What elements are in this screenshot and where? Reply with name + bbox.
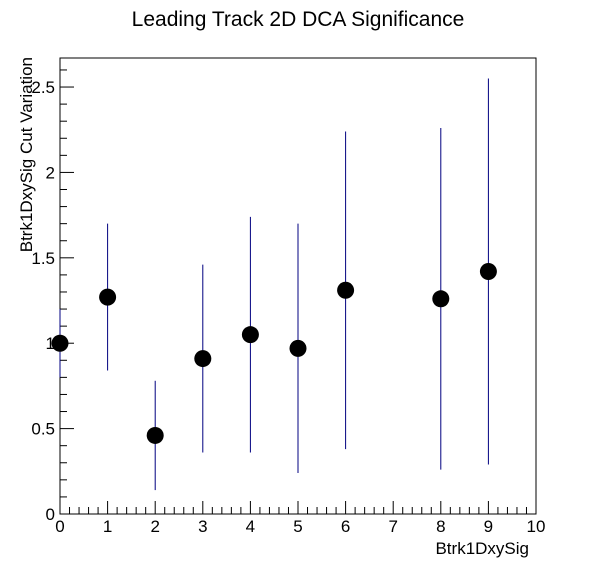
chart-title: Leading Track 2D DCA Significance (132, 8, 465, 31)
data-point (479, 262, 497, 280)
data-point (99, 288, 117, 306)
x-tick-label: 8 (436, 517, 445, 536)
data-point (51, 334, 69, 352)
x-tick-label: 0 (55, 517, 64, 536)
axis-ticks: 0 1 2 3 4 5 6 7 8 9 10 0 0.5 1 1.5 2 2.5 (31, 69, 546, 536)
x-tick-label: 9 (484, 517, 493, 536)
data-point (241, 326, 259, 344)
x-axis-label: Btrk1DxySig (435, 539, 529, 558)
data-point (432, 290, 450, 308)
y-tick-label: 0.5 (31, 420, 55, 439)
x-tick-label: 5 (293, 517, 302, 536)
data-point (289, 339, 307, 357)
x-tick-label: 6 (341, 517, 350, 536)
data-points (51, 262, 497, 444)
y-tick-label: 2 (46, 163, 55, 182)
y-tick-label: 1 (46, 334, 55, 353)
y-tick-label: 2.5 (31, 78, 55, 97)
data-point (146, 426, 164, 444)
x-tick-label: 10 (527, 517, 546, 536)
y-tick-label: 0 (46, 505, 55, 524)
x-tick-label: 7 (388, 517, 397, 536)
x-tick-label: 1 (103, 517, 112, 536)
data-point (194, 350, 212, 368)
x-tick-label: 3 (198, 517, 207, 536)
y-axis-label: Btrk1DxySig Cut Variation (17, 57, 36, 252)
x-tick-label: 2 (150, 517, 159, 536)
x-tick-label: 4 (246, 517, 255, 536)
y-tick-label: 1.5 (31, 249, 55, 268)
data-point (337, 281, 355, 299)
